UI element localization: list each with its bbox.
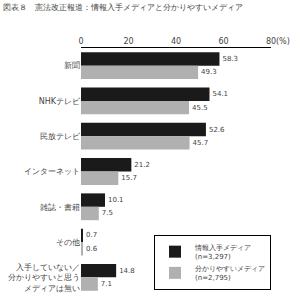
svg-text:情報入手メディア(n=3,297): 情報入手メディア(n=3,297) [194,244,251,261]
svg-text:52.6: 52.6 [209,126,225,134]
svg-text:民放テレビ: 民放テレビ [40,132,81,141]
svg-text:0.7: 0.7 [86,231,97,239]
svg-text:0: 0 [78,37,83,46]
svg-text:分かりやすいメディア(n=2,795): 分かりやすいメディア(n=2,795) [195,265,265,282]
svg-text:NHKテレビ: NHKテレビ [39,97,81,106]
svg-text:0.6: 0.6 [86,245,98,253]
svg-text:インターネット: インターネット [24,167,80,176]
svg-text:54.1: 54.1 [212,90,228,98]
svg-text:10.1: 10.1 [108,196,124,204]
svg-text:21.2: 21.2 [134,161,150,169]
svg-text:雑誌・書籍: 雑誌・書籍 [40,203,80,212]
svg-text:40: 40 [171,37,181,46]
svg-text:49.3: 49.3 [201,68,217,76]
svg-text:14.8: 14.8 [119,267,135,275]
svg-text:その他: その他 [56,238,80,247]
svg-text:20: 20 [123,37,133,46]
svg-text:入手していない／分かりやすいと思うメディアは無い: 入手していない／分かりやすいと思うメディアは無い [8,263,80,293]
svg-text:図表８ 憲法改正報道：情報入手メディアと分かりやすいメディア: 図表８ 憲法改正報道：情報入手メディアと分かりやすいメディア [3,3,243,12]
svg-text:80: 80 [266,37,276,46]
svg-text:45.7: 45.7 [193,139,209,147]
svg-text:60: 60 [218,37,228,46]
svg-text:7.1: 7.1 [101,280,112,288]
svg-text:15.7: 15.7 [121,174,137,182]
svg-text:7.5: 7.5 [102,209,113,217]
svg-text:45.5: 45.5 [192,104,208,112]
svg-text:新聞: 新聞 [64,61,80,70]
svg-text:(%): (%) [276,37,290,46]
svg-text:58.3: 58.3 [222,55,238,63]
